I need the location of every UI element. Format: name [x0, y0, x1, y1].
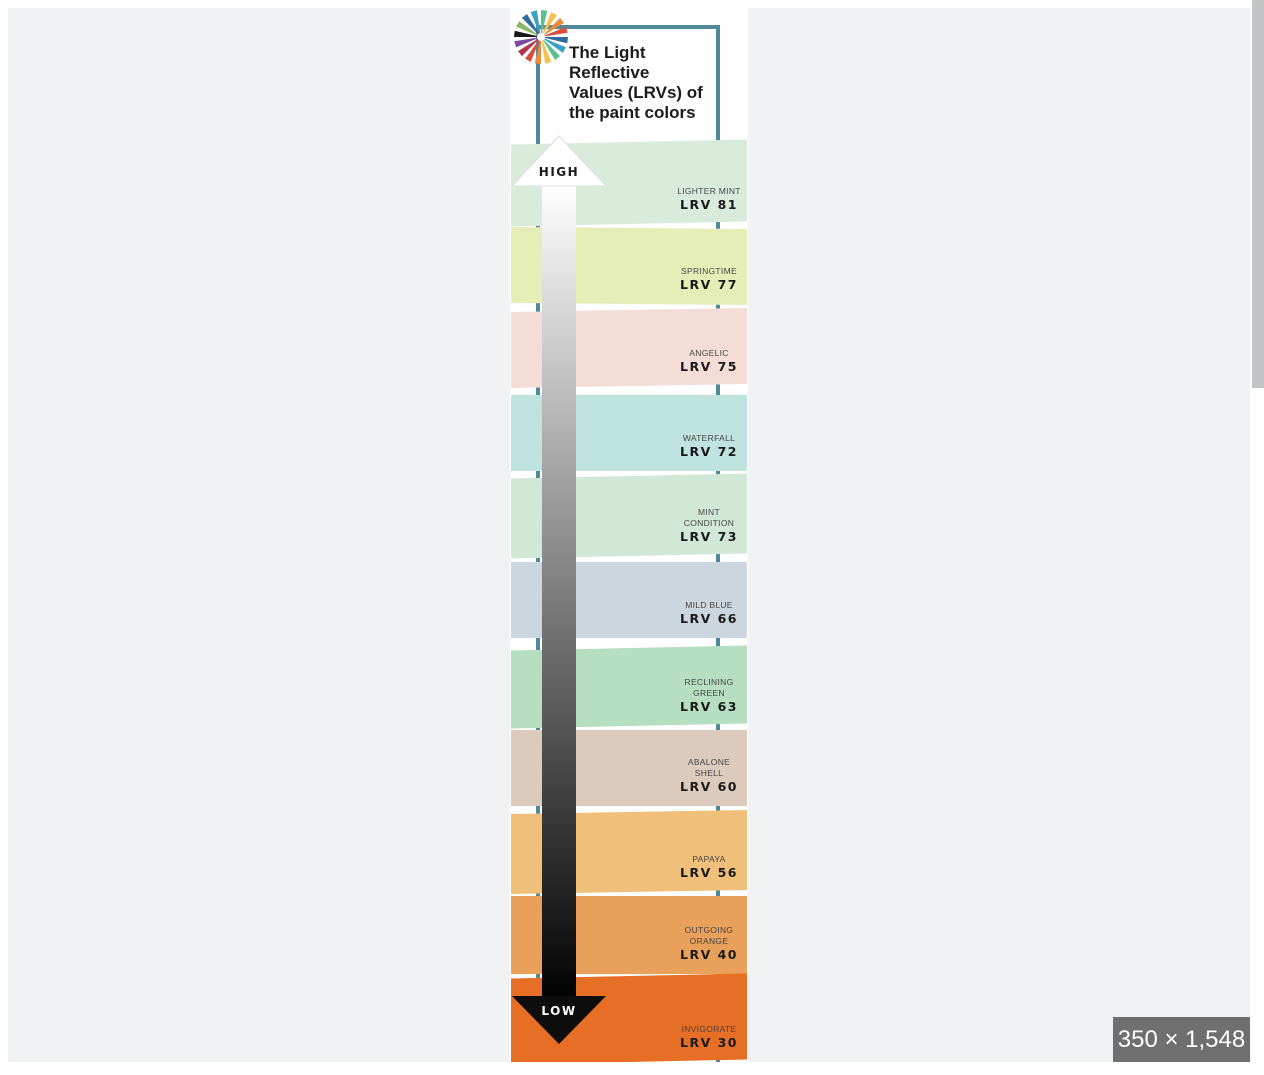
swatch-name: ANGELIC	[689, 348, 728, 358]
logo-petal	[541, 37, 561, 60]
svg-text:The Light: The Light	[569, 43, 646, 62]
lrv-scale-arrow: HIGH LOW	[510, 135, 608, 1044]
logo-petal	[541, 37, 566, 53]
logo-center	[537, 33, 545, 41]
swatch-lrv-value: LRV 77	[680, 277, 738, 292]
logo-petal	[518, 37, 541, 57]
title-line-2: Reflective	[569, 63, 649, 82]
logo-petal	[514, 37, 541, 48]
swatch-lrv-value: LRV 75	[680, 359, 738, 374]
swatch-lrv-value: LRV 30	[680, 1035, 738, 1050]
swatch-lrv-value: LRV 56	[680, 865, 738, 880]
logo-petal	[521, 14, 541, 37]
logo-petal	[541, 10, 548, 37]
high-label: HIGH	[539, 165, 579, 179]
swatch-lrv-value: LRV 66	[680, 611, 738, 626]
color-wheel-logo-icon	[514, 10, 568, 64]
logo-petal	[541, 17, 564, 37]
swatch-name: INVIGORATE	[682, 1024, 737, 1034]
swatch-lrv-value: LRV 40	[680, 947, 738, 962]
swatch-lrv-value: LRV 72	[680, 444, 738, 459]
swatch-name: WATERFALL	[683, 433, 735, 443]
swatch-name: ORANGE	[690, 936, 729, 946]
logo-petal	[530, 10, 541, 38]
arrow-down-head	[512, 996, 606, 1044]
bottom-strip	[0, 1062, 1264, 1075]
svg-text:Reflective: Reflective	[569, 63, 649, 82]
scrollbar-thumb[interactable]	[1252, 0, 1264, 388]
infographic-canvas: The Light Reflective Values (LRVs) of th…	[510, 10, 747, 1062]
logo-petal	[514, 30, 541, 37]
logo-petal	[541, 26, 568, 37]
logo-petal	[516, 21, 541, 37]
swatch-lrv-value: LRV 81	[680, 197, 738, 212]
swatch-name: CONDITION	[684, 518, 734, 528]
infographic-title: The Light Reflective Values (LRVs) of th…	[569, 43, 703, 122]
swatch-name: MILD BLUE	[685, 600, 733, 610]
arrow-shaft	[542, 184, 576, 1004]
title-line-4: the paint colors	[569, 103, 696, 122]
image-dimensions-badge: 350 × 1,548	[1113, 1017, 1250, 1062]
swatch-name: ABALONE	[688, 757, 730, 767]
swatch-lrv-value: LRV 63	[680, 699, 738, 714]
swatch-name: OUTGOING	[685, 925, 734, 935]
swatch-lrv-value: LRV 60	[680, 779, 738, 794]
svg-text:Values (LRVs) of: Values (LRVs) of	[569, 83, 703, 102]
lrv-infographic-image[interactable]: The Light Reflective Values (LRVs) of th…	[510, 8, 748, 1062]
swatch-name: MINT	[698, 507, 720, 517]
swatch-lrv-value: LRV 73	[680, 529, 738, 544]
arrow-up-head	[510, 135, 608, 187]
logo-petal	[525, 37, 541, 62]
logo-petal	[541, 37, 552, 64]
title-line-3: Values (LRVs) of	[569, 83, 703, 102]
swatch-name: LIGHTER MINT	[677, 186, 741, 196]
swatch-name: PAPAYA	[692, 854, 725, 864]
logo-petal	[541, 37, 568, 44]
swatch-name: SPRINGTIME	[681, 266, 737, 276]
title-line-1: The Light	[569, 43, 646, 62]
logo-petal	[534, 37, 541, 64]
swatch-name: SHELL	[695, 768, 723, 778]
swatch-name: RECLINING	[685, 677, 734, 687]
svg-text:the paint colors: the paint colors	[569, 103, 696, 122]
low-label: LOW	[541, 1004, 576, 1018]
logo-petal	[541, 12, 557, 37]
swatch-name: GREEN	[693, 688, 725, 698]
